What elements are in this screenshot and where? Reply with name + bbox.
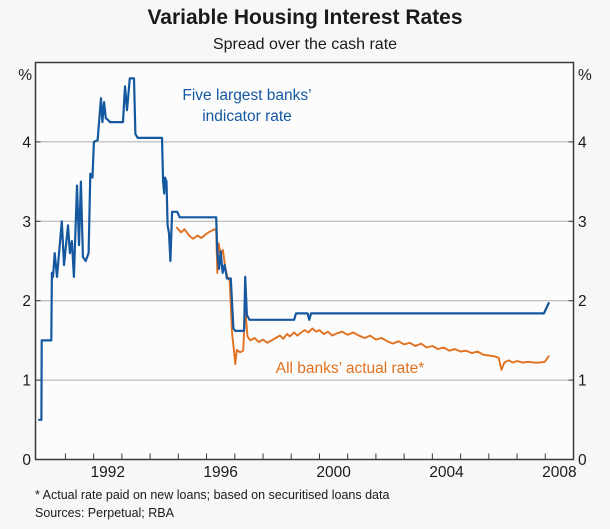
y-tick-label-right: 4 — [578, 134, 587, 151]
y-tick-label-left: 3 — [22, 214, 31, 231]
y-tick-label-right: 0 — [578, 452, 587, 469]
y-tick-label-left: 4 — [22, 134, 31, 151]
x-tick-label: 1996 — [203, 464, 237, 481]
series-label-indicator-rate-line1: Five largest banks’ — [182, 87, 311, 104]
x-tick-label: 2008 — [542, 464, 576, 481]
y-axis-unit-right: % — [578, 67, 592, 84]
series-label-indicator-rate-line2: indicator rate — [202, 108, 292, 125]
chart-title: Variable Housing Interest Rates — [147, 6, 462, 29]
y-tick-label-left: 0 — [22, 452, 31, 469]
y-tick-label-left: 2 — [22, 293, 31, 310]
x-tick-label: 2000 — [316, 464, 351, 481]
plot-frame — [34, 61, 575, 461]
y-axis-unit-left: % — [18, 67, 32, 84]
footnote-asterisk: * Actual rate paid on new loans; based o… — [35, 488, 389, 502]
y-tick-label-left: 1 — [22, 373, 31, 390]
plot-background — [35, 62, 574, 460]
y-tick-label-right: 2 — [578, 293, 587, 310]
series-label-actual-rate: All banks’ actual rate* — [276, 360, 424, 377]
y-tick-label-right: 3 — [578, 214, 587, 231]
chart-subtitle: Spread over the cash rate — [213, 36, 397, 53]
series-line-all-banks — [175, 226, 550, 371]
x-tick-label: 2004 — [429, 464, 464, 481]
y-tick-label-right: 1 — [578, 373, 587, 390]
x-tick-label: 1992 — [91, 464, 125, 481]
series-line-five-largest-banks — [38, 77, 550, 421]
footnote-sources: Sources: Perpetual; RBA — [35, 506, 175, 520]
